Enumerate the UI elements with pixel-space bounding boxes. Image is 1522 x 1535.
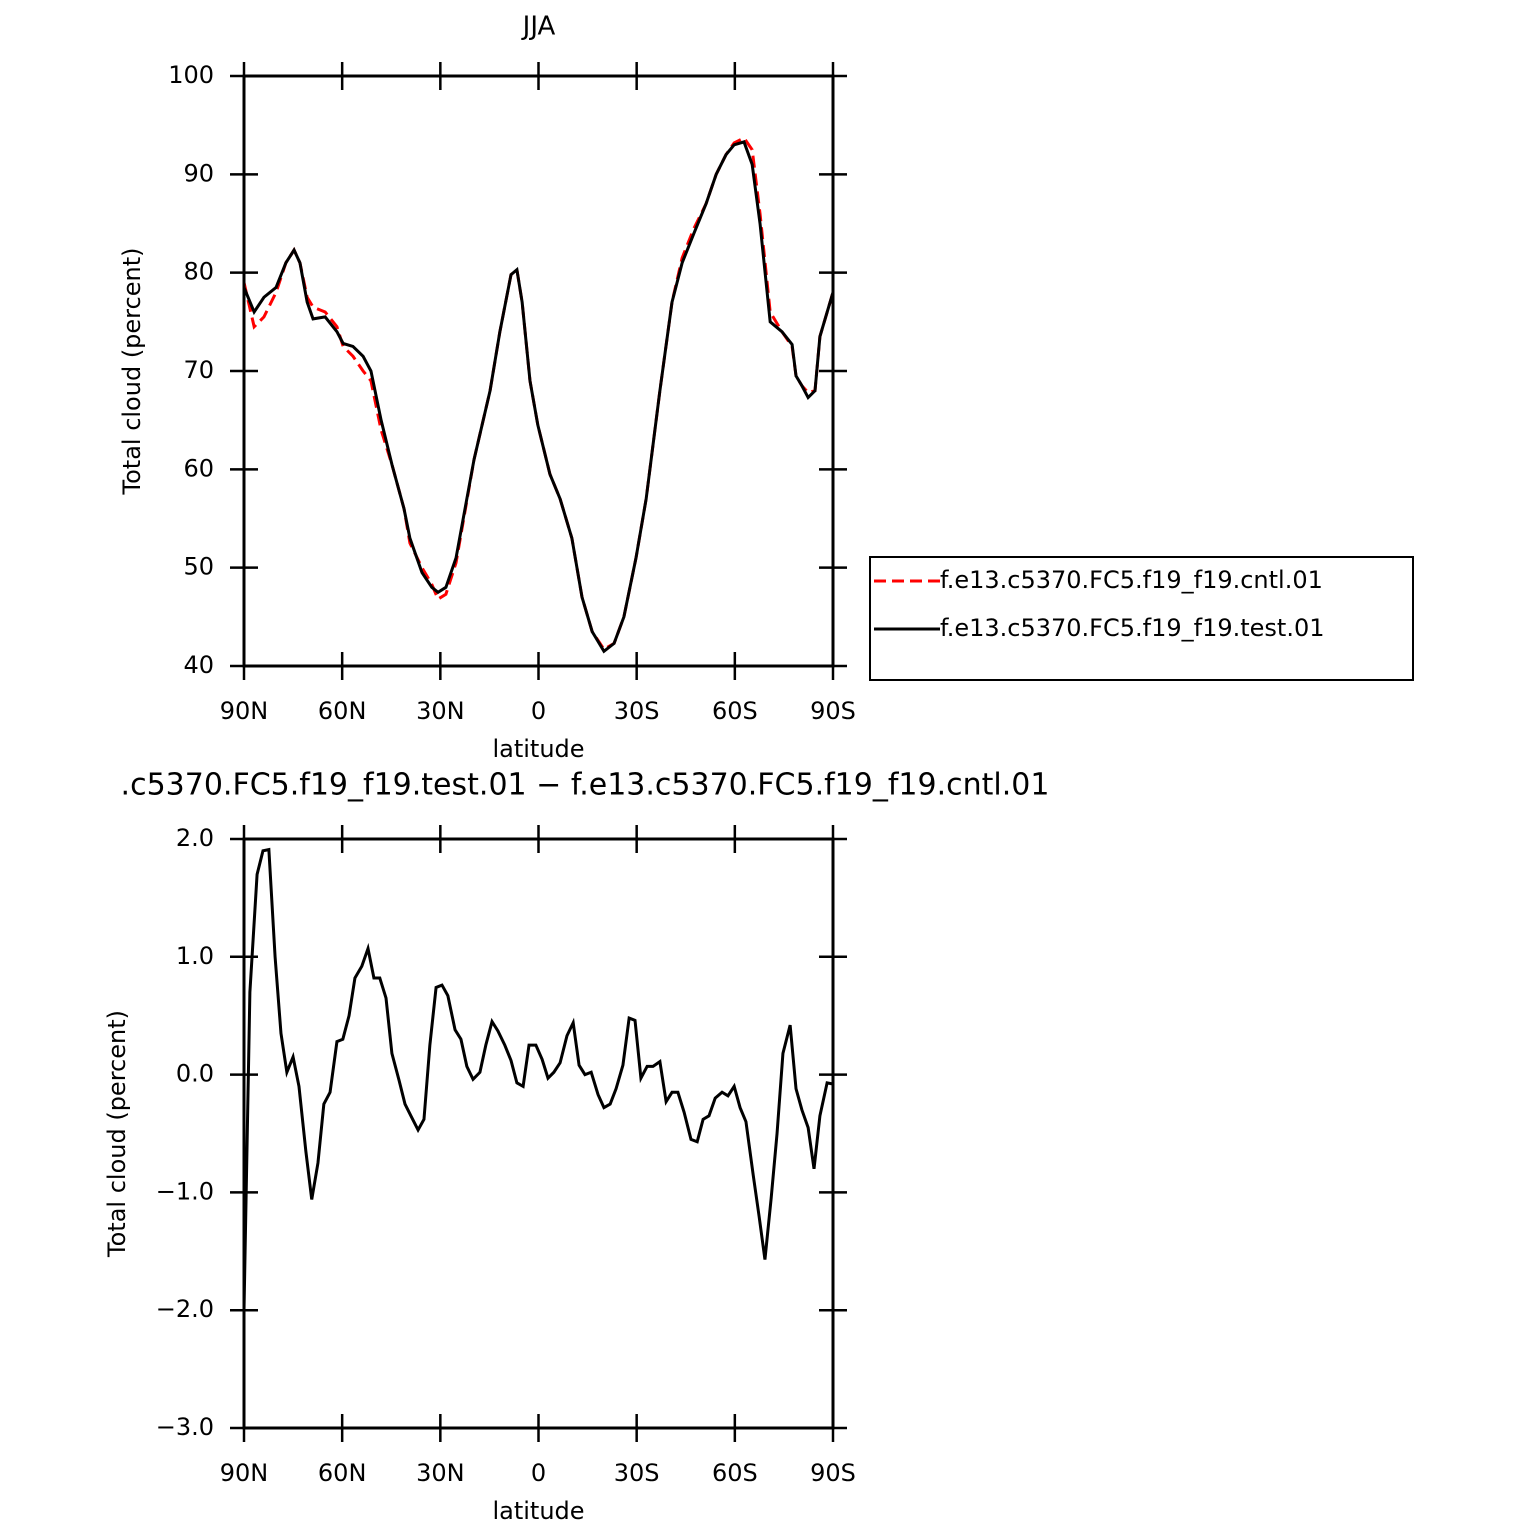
x-tick-label: 60N — [318, 697, 367, 725]
x-tick-label: 90S — [810, 1459, 856, 1487]
x-tick-label: 30S — [614, 697, 660, 725]
y-tick-label: −3.0 — [156, 1413, 214, 1441]
legend-label: f.e13.c5370.FC5.f19_f19.cntl.01 — [940, 566, 1323, 594]
data-line — [242, 140, 835, 654]
x-tick-label: 90S — [810, 697, 856, 725]
x-tick-label: 0 — [531, 697, 546, 725]
y-tick-label: 90 — [183, 159, 214, 187]
x-tick-label: 30N — [416, 697, 465, 725]
x-tick-label: 90N — [220, 1459, 269, 1487]
y-tick-label: 2.0 — [176, 824, 214, 852]
x-tick-label: 0 — [531, 1459, 546, 1487]
y-tick-label: 50 — [183, 553, 214, 581]
chart-title: .c5370.FC5.f19_f19.test.01 − f.e13.c5370… — [121, 768, 1050, 803]
y-tick-label: −2.0 — [156, 1295, 214, 1323]
x-tick-label: 30N — [416, 1459, 465, 1487]
data-line — [242, 136, 835, 652]
x-tick-label: 60S — [712, 1459, 758, 1487]
y-axis-label: Total cloud (percent) — [103, 1010, 131, 1258]
x-tick-label: 60N — [318, 1459, 367, 1487]
y-tick-label: 0.0 — [176, 1060, 214, 1088]
x-tick-label: 60S — [712, 697, 758, 725]
legend-label: f.e13.c5370.FC5.f19_f19.test.01 — [940, 614, 1325, 642]
y-tick-label: 60 — [183, 454, 214, 482]
y-axis-label: Total cloud (percent) — [118, 248, 146, 496]
y-tick-label: 80 — [183, 258, 214, 286]
x-axis-label: latitude — [492, 735, 584, 763]
y-tick-label: 70 — [183, 356, 214, 384]
plot-frame — [242, 837, 835, 1430]
x-axis-label: latitude — [492, 1497, 584, 1525]
x-tick-label: 90N — [220, 697, 269, 725]
y-tick-label: 40 — [183, 651, 214, 679]
data-line — [242, 847, 834, 1311]
y-tick-label: 100 — [168, 61, 214, 89]
x-tick-label: 30S — [614, 1459, 660, 1487]
y-tick-label: 1.0 — [176, 942, 214, 970]
legend-box — [869, 556, 1414, 681]
plot-frame — [242, 74, 835, 668]
chart-title: JJA — [521, 12, 556, 42]
y-tick-label: −1.0 — [156, 1177, 214, 1205]
